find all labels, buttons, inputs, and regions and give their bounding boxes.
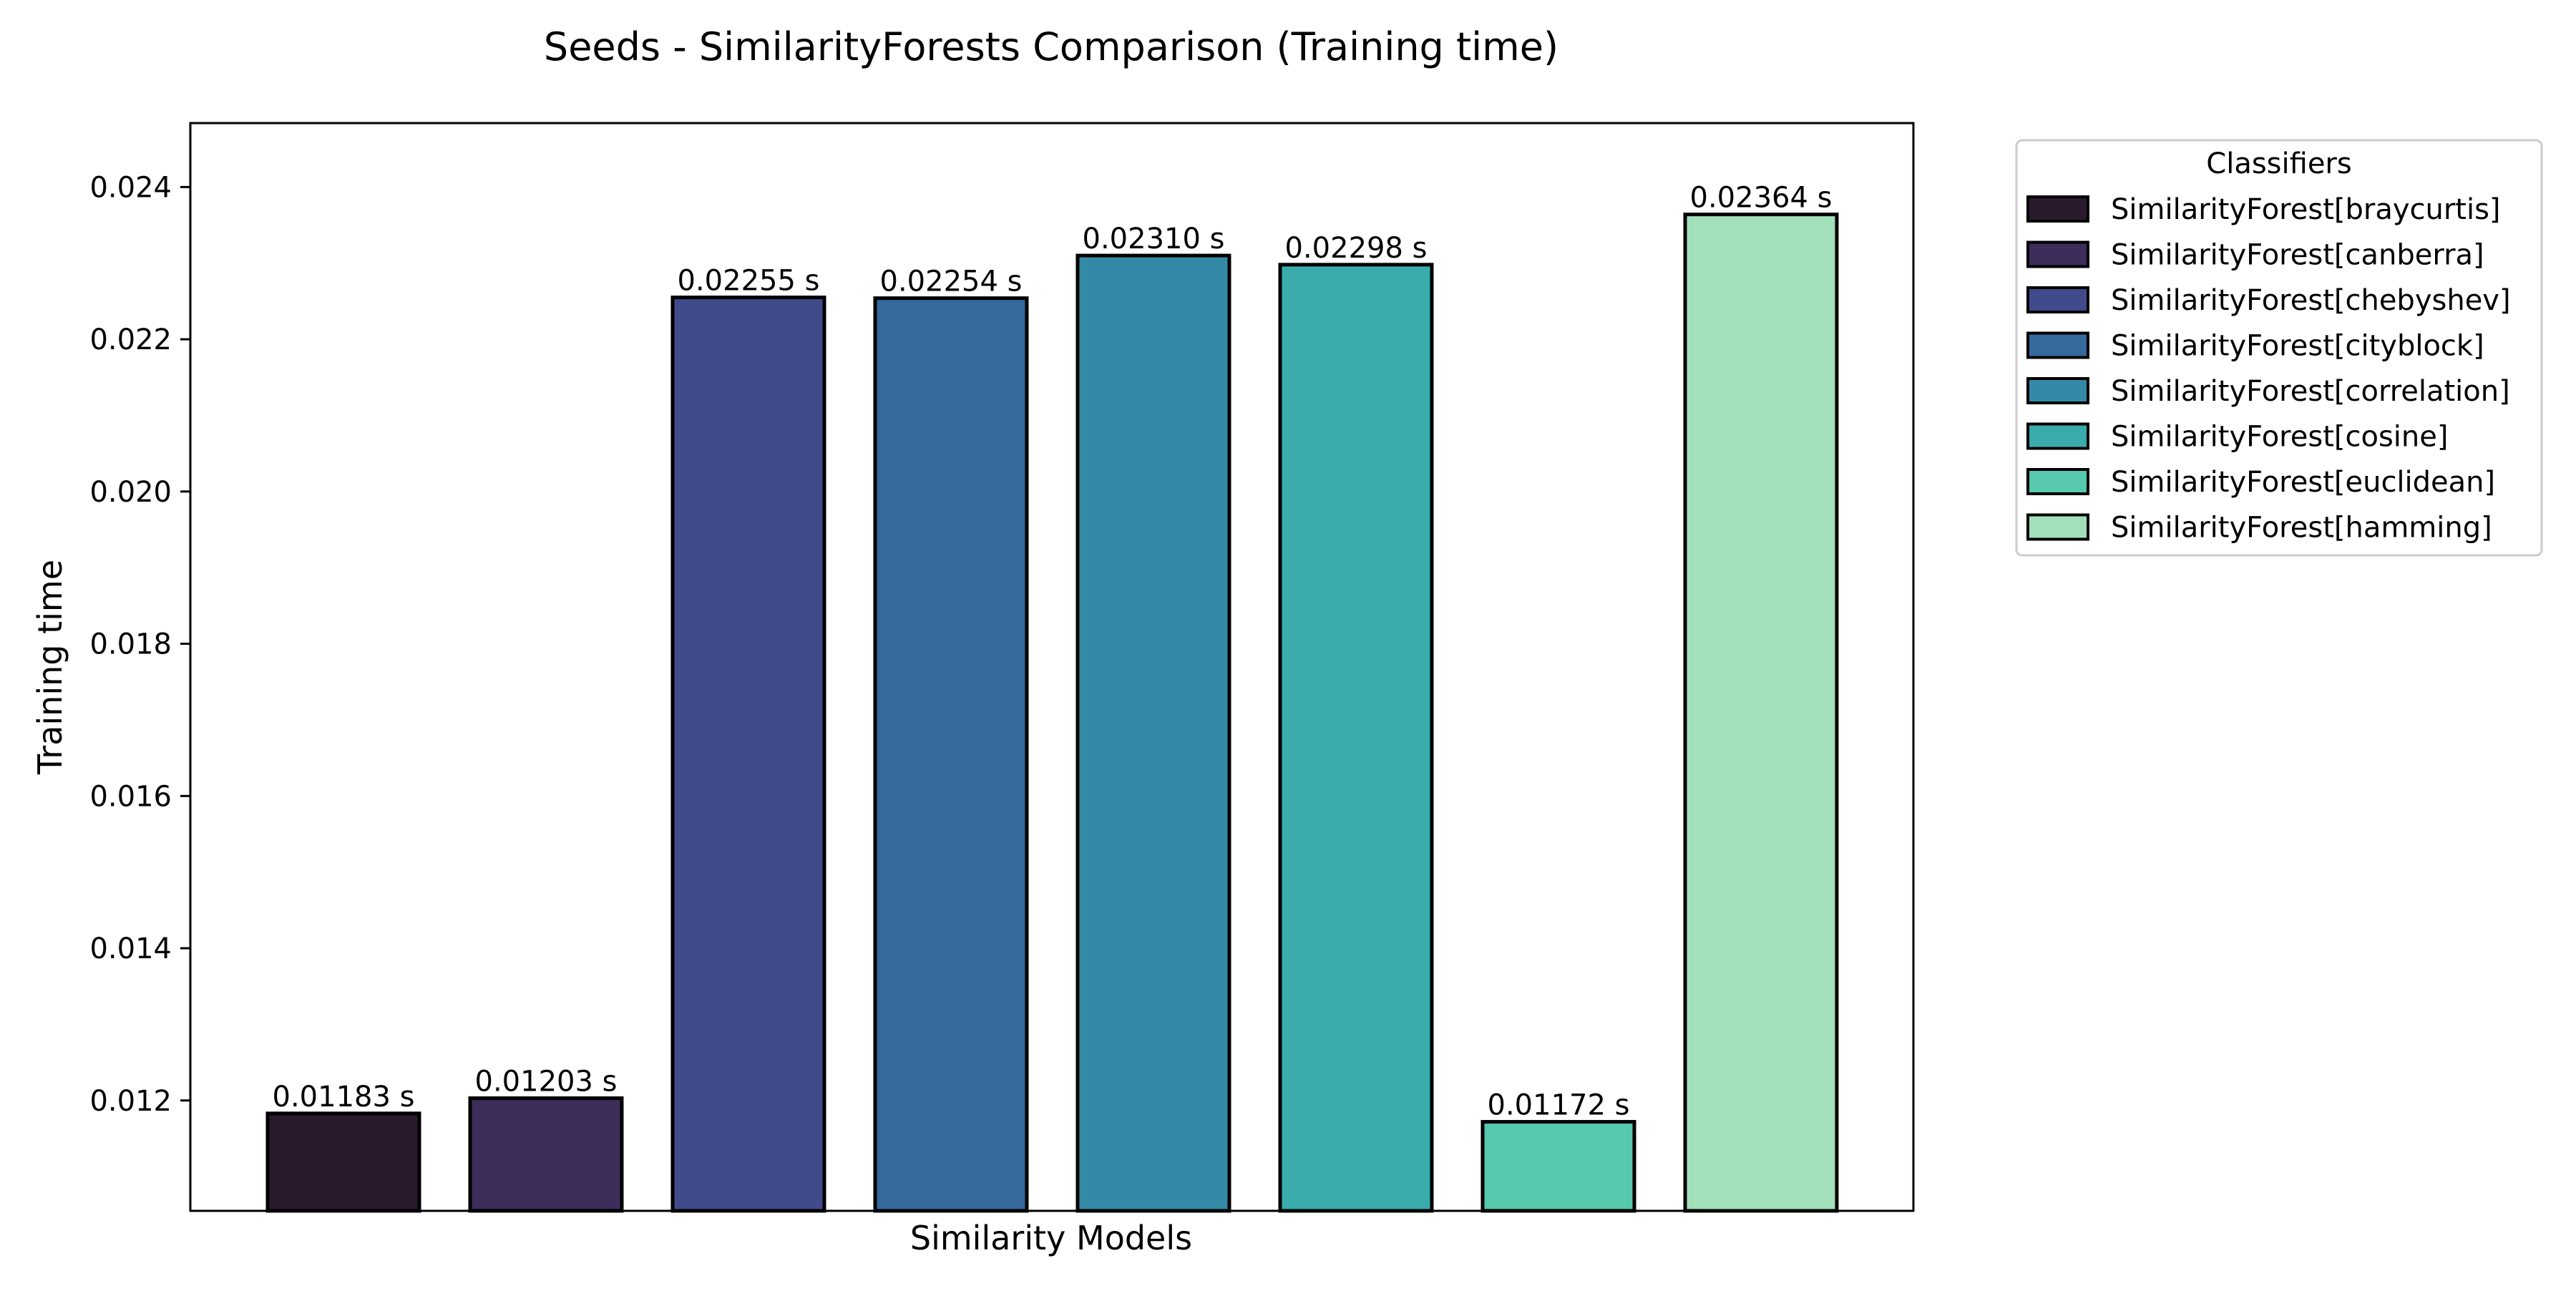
bar-6 — [1278, 263, 1434, 1213]
legend-label-1: SimilarityForest[braycurtis] — [2111, 193, 2501, 226]
bars-layer — [265, 213, 1839, 1213]
bar-7 — [1480, 1120, 1636, 1213]
legend-swatch-8 — [2026, 513, 2089, 541]
legend-label-8: SimilarityForest[hamming] — [2111, 512, 2492, 545]
y-tick-label-7: 0.024 — [89, 171, 172, 204]
y-axis-label: Training time — [31, 560, 69, 775]
legend-label-3: SimilarityForest[chebyshev] — [2111, 284, 2511, 317]
bar-value-label-8: 0.02364 s — [1690, 182, 1833, 215]
y-tick-label-4: 0.018 — [89, 628, 172, 661]
legend-swatch-5 — [2026, 377, 2089, 404]
chart-title: Seeds - SimilarityForests Comparison (Tr… — [544, 24, 1558, 69]
bar-5 — [1075, 253, 1231, 1213]
bar-value-label-3: 0.02255 s — [678, 265, 820, 298]
legend-label-7: SimilarityForest[euclidean] — [2111, 466, 2495, 499]
legend-swatch-2 — [2026, 240, 2089, 268]
legend-swatch-6 — [2026, 422, 2089, 450]
bar-labels-layer: 0.01183 s 0.01203 s 0.02255 s 0.02254 s 0.02… — [273, 182, 1833, 1122]
bar-2 — [468, 1096, 624, 1213]
bar-1 — [265, 1111, 421, 1213]
bar-value-label-5: 0.02310 s — [1083, 223, 1225, 255]
legend-swatch-3 — [2026, 286, 2089, 313]
y-tick-label-2: 0.014 — [89, 932, 172, 965]
legend-label-2: SimilarityForest[canberra] — [2111, 239, 2484, 272]
bar-value-label-2: 0.01203 s — [475, 1066, 618, 1098]
bar-8 — [1683, 213, 1839, 1213]
bar-value-label-6: 0.02298 s — [1285, 232, 1428, 265]
bar-value-label-7: 0.01172 s — [1488, 1089, 1630, 1122]
legend-items: SimilarityForest[braycurtis] SimilarityFo… — [2026, 193, 2511, 545]
y-tick-label-3: 0.016 — [89, 780, 172, 813]
bar-value-label-4: 0.02254 s — [880, 265, 1023, 298]
y-tick-label-1: 0.012 — [89, 1085, 172, 1118]
legend-swatch-1 — [2026, 195, 2089, 223]
legend-label-5: SimilarityForest[correlation] — [2111, 375, 2510, 408]
bar-value-label-1: 0.01183 s — [273, 1081, 415, 1114]
legend-swatch-4 — [2026, 331, 2089, 359]
y-tick-label-6: 0.022 — [89, 323, 172, 356]
plot-frame — [189, 122, 1915, 1212]
x-axis-label: Similarity Models — [910, 1219, 1192, 1257]
legend-frame — [2015, 139, 2543, 557]
legend-label-4: SimilarityForest[cityblock] — [2111, 330, 2484, 363]
legend: Classifiers SimilarityForest[braycurtis]… — [2015, 139, 2543, 557]
legend-label-6: SimilarityForest[cosine] — [2111, 421, 2448, 454]
y-tick-label-5: 0.020 — [89, 476, 172, 509]
y-axis: 0.012 0.014 0.016 0.018 0.020 0.022 0.024 — [89, 171, 190, 1118]
bar-3 — [670, 296, 826, 1213]
legend-swatch-7 — [2026, 468, 2089, 495]
bar-4 — [873, 296, 1029, 1213]
legend-title: Classifiers — [2206, 147, 2351, 180]
